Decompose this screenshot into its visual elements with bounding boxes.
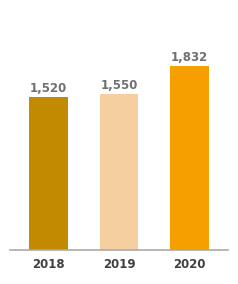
Bar <box>170 66 209 250</box>
Bar <box>29 97 68 250</box>
Text: 1,832: 1,832 <box>171 51 208 64</box>
Text: 1,550: 1,550 <box>100 79 138 92</box>
Bar <box>99 94 139 250</box>
Text: 1,520: 1,520 <box>30 82 67 95</box>
